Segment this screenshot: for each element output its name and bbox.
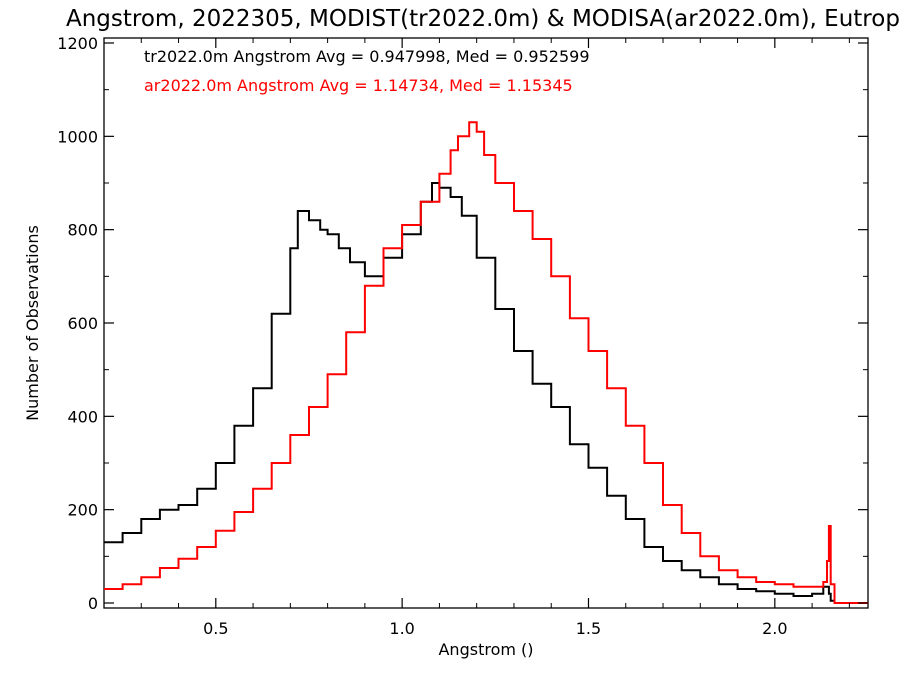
series-layer	[104, 121, 868, 604]
y-axis-label: Number of Observations	[23, 225, 42, 421]
series-line-ar2022-0m	[104, 121, 868, 604]
x-tick-label: 0.5	[203, 619, 228, 638]
y-tick-label: 1200	[57, 34, 98, 53]
x-axis-label: Angstrom ()	[438, 640, 533, 659]
y-tick-label: 400	[67, 407, 98, 426]
y-tick-label: 200	[67, 501, 98, 520]
y-tick-label: 0	[88, 594, 98, 613]
plot-area: 0.5 1.0 1.5 2.0 0 200 400 600 800 1000 1200	[57, 34, 869, 638]
y-tick-label: 800	[67, 221, 98, 240]
series-line-tr2022-0m	[104, 182, 868, 604]
x-axis-ticks: 0.5 1.0 1.5 2.0	[140, 38, 850, 638]
y-tick-label: 1000	[57, 127, 98, 146]
y-axis-ticks: 0 200 400 600 800 1000 1200	[57, 34, 868, 613]
annotation-tr: tr2022.0m Angstrom Avg = 0.947998, Med =…	[144, 47, 590, 66]
x-tick-label: 1.5	[576, 619, 601, 638]
x-tick-label: 2.0	[762, 619, 787, 638]
annotation-ar: ar2022.0m Angstrom Avg = 1.14734, Med = …	[144, 76, 573, 95]
x-tick-label: 1.0	[389, 619, 414, 638]
y-tick-label: 600	[67, 314, 98, 333]
plot-frame	[103, 37, 869, 609]
chart-title: Angstrom, 2022305, MODIST(tr2022.0m) & M…	[66, 6, 900, 32]
